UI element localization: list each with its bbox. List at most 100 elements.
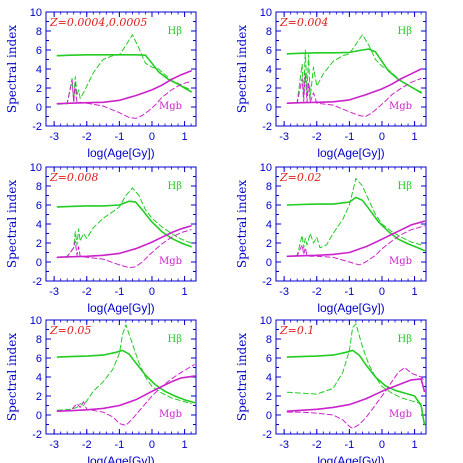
- y-tick-label: 2: [266, 391, 272, 403]
- y-tick-label: 4: [36, 64, 42, 76]
- series-hbeta-solid: [56, 200, 192, 248]
- y-tick-label: -2: [262, 276, 272, 288]
- mgb-label: Mgb: [389, 256, 412, 267]
- y-tick-label: 2: [266, 83, 272, 95]
- x-tick-label: 0: [149, 131, 155, 143]
- mgb-label: Mgb: [159, 101, 182, 112]
- y-tick-label: 6: [36, 353, 42, 365]
- x-tick-label: -3: [279, 131, 289, 143]
- series-group: [286, 34, 422, 117]
- y-tick-label: 8: [266, 334, 272, 346]
- x-tick-label: -1: [344, 286, 354, 298]
- series-hbeta-dashed: [56, 187, 192, 258]
- hbeta-label: Hβ: [397, 181, 412, 192]
- series-hbeta-dashed: [56, 324, 192, 411]
- x-tick-label: 0: [379, 286, 385, 298]
- x-tick-label: 1: [412, 286, 418, 298]
- x-tick-label: -3: [279, 286, 289, 298]
- y-tick-label: -2: [262, 121, 272, 133]
- x-tick-label: 1: [412, 439, 418, 451]
- mgb-label: Mgb: [159, 256, 182, 267]
- x-tick-label: 0: [379, 439, 385, 451]
- y-tick-label: 0: [266, 410, 272, 422]
- series-group: [56, 34, 192, 119]
- y-tick-label: 4: [36, 219, 42, 231]
- y-axis-label: Spectral index: [235, 25, 249, 113]
- x-tick-label: -1: [114, 286, 124, 298]
- series-mgb-dashed: [56, 364, 195, 426]
- chart-panel-1: -2 0 2 4 6 8 10 -3 -2 -1 0 1 log(Age[Gy]) Spectral in…: [5, 7, 197, 160]
- chart-panel-2: -2 0 2 4 6 8 10 -3 -2 -1 0 1 log(Age[Gy]) Spectral in…: [235, 7, 427, 160]
- x-tick-label: 1: [182, 439, 188, 451]
- hbeta-label: Hβ: [397, 26, 412, 37]
- y-tick-label: -2: [32, 429, 42, 441]
- y-tick-label: 0: [36, 257, 42, 269]
- x-tick-label: -1: [114, 131, 124, 143]
- y-tick-label: 6: [266, 200, 272, 212]
- metallicity-label: Z=0.008: [49, 171, 98, 184]
- x-axis-label: log(Age[Gy]): [87, 301, 154, 315]
- y-axis-label: Spectral index: [235, 333, 249, 421]
- y-axis-label: Spectral index: [5, 333, 19, 421]
- y-tick-label: 10: [260, 7, 272, 19]
- hbeta-label: Hβ: [167, 334, 182, 345]
- y-tick-label: 10: [260, 162, 272, 174]
- series-mgb-dashed: [286, 73, 422, 117]
- x-tick-label: -2: [82, 286, 92, 298]
- x-tick-label: 0: [149, 286, 155, 298]
- y-tick-label: 8: [36, 26, 42, 38]
- series-mgb-dashed: [286, 225, 425, 266]
- y-tick-label: -2: [262, 429, 272, 441]
- hbeta-label: Hβ: [397, 334, 412, 345]
- y-tick-label: 10: [260, 315, 272, 327]
- hbeta-label: Hβ: [167, 181, 182, 192]
- y-tick-label: 2: [36, 391, 42, 403]
- metallicity-label: Z=0.004: [279, 16, 328, 29]
- y-tick-label: 10: [30, 162, 42, 174]
- x-tick-label: -3: [49, 131, 59, 143]
- series-mgb-solid: [286, 220, 426, 258]
- series-hbeta-solid: [286, 196, 426, 252]
- mgb-label: Mgb: [159, 409, 182, 420]
- chart-panel-4: -2 0 2 4 6 8 10 -3 -2 -1 0 1 log(Age[Gy]) Spectral in…: [235, 162, 427, 315]
- x-tick-label: -1: [344, 439, 354, 451]
- x-axis-label: log(Age[Gy]): [317, 301, 384, 315]
- x-tick-label: 0: [379, 131, 385, 143]
- x-tick-label: -2: [82, 439, 92, 451]
- y-axis-label: Spectral index: [5, 25, 19, 113]
- series-mgb-solid: [56, 375, 196, 413]
- series-hbeta-solid: [56, 53, 192, 93]
- x-tick-label: -1: [114, 439, 124, 451]
- y-tick-label: 6: [36, 200, 42, 212]
- series-hbeta-dashed: [286, 34, 422, 104]
- y-tick-label: 4: [266, 219, 272, 231]
- y-axis-label: Spectral index: [235, 180, 249, 268]
- y-tick-label: 2: [36, 83, 42, 95]
- x-tick-label: -2: [312, 439, 322, 451]
- series-mgb-dashed: [286, 367, 425, 429]
- y-tick-label: 8: [36, 181, 42, 193]
- x-tick-label: -3: [279, 439, 289, 451]
- series-mgb-dashed: [56, 79, 192, 119]
- y-tick-label: 6: [266, 45, 272, 57]
- series-hbeta-dashed: [56, 34, 192, 105]
- y-tick-label: 2: [36, 238, 42, 250]
- y-tick-label: 0: [36, 102, 42, 114]
- y-tick-label: 6: [36, 45, 42, 57]
- y-axis-label: Spectral index: [5, 180, 19, 268]
- series-mgb-solid: [56, 70, 192, 105]
- metallicity-label: Z=0.0004,0.0005: [49, 16, 147, 29]
- x-tick-label: 0: [149, 439, 155, 451]
- series-group: [286, 177, 426, 266]
- metallicity-label: Z=0.05: [49, 324, 91, 337]
- x-axis-label: log(Age[Gy]): [87, 146, 154, 160]
- y-tick-label: 4: [266, 372, 272, 384]
- y-tick-label: 0: [36, 410, 42, 422]
- x-tick-label: 1: [412, 131, 418, 143]
- mgb-label: Mgb: [389, 101, 412, 112]
- series-hbeta-solid: [286, 349, 426, 426]
- series-group: [56, 324, 196, 426]
- hbeta-label: Hβ: [167, 26, 182, 37]
- y-tick-label: 4: [36, 372, 42, 384]
